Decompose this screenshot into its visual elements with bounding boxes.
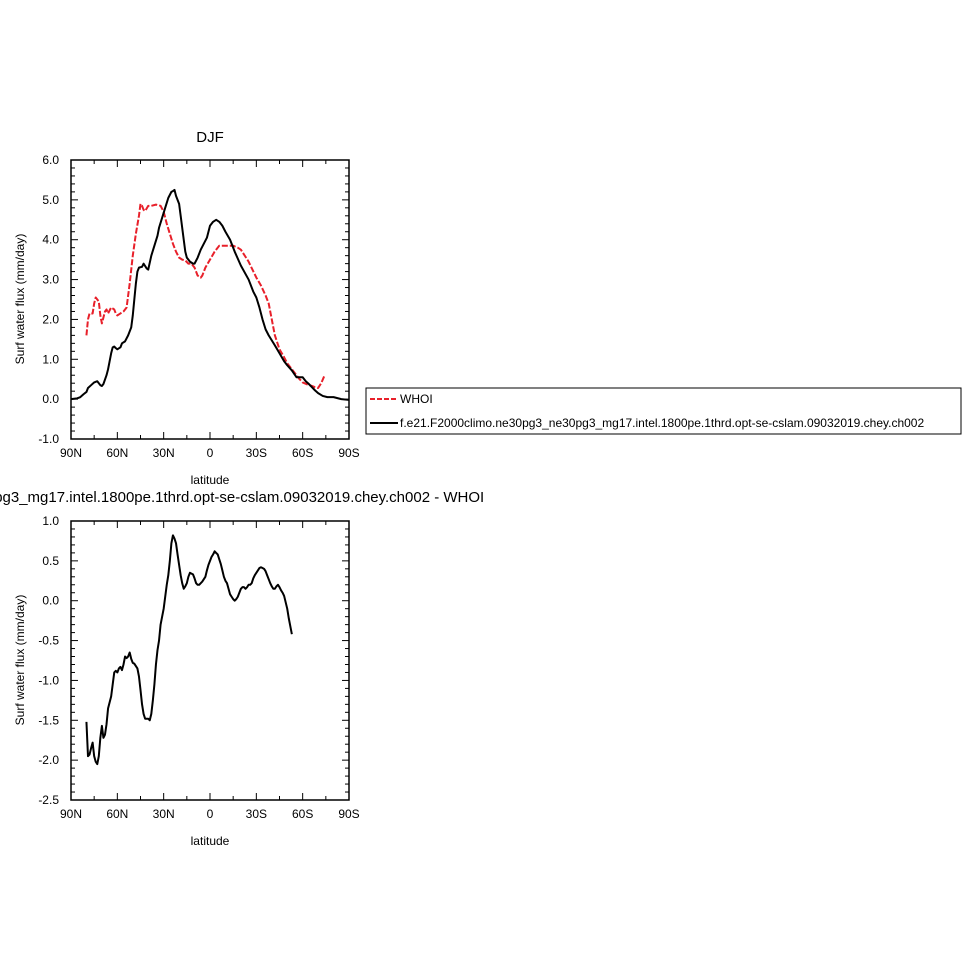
top-series-line-1	[70, 188, 350, 401]
bottom-chart: g3_ne30pg3_mg17.intel.1800pe.1thrd.opt-s…	[0, 489, 484, 848]
top-x-tick-label: 30S	[246, 446, 267, 460]
legend-label-whoi: WHOI	[400, 392, 433, 406]
top-chart-title: DJF	[196, 129, 224, 146]
bottom-x-tick-label: 30S	[246, 807, 267, 821]
top-y-tick-label: 3.0	[42, 273, 59, 287]
bottom-y-axis-title: Surf water flux (mm/day)	[13, 595, 27, 726]
top-y-tick-label: -1.0	[38, 432, 59, 446]
legend: WHOI f.e21.F2000climo.ne30pg3_ne30pg3_mg…	[365, 387, 962, 435]
top-series-line-0	[85, 202, 326, 389]
top-x-tick-label: 90N	[60, 446, 82, 460]
legend-label-model: f.e21.F2000climo.ne30pg3_ne30pg3_mg17.in…	[400, 416, 924, 430]
top-y-tick-label: 1.0	[42, 352, 59, 366]
top-y-tick-label: 0.0	[42, 392, 59, 406]
top-y-tick-label: 6.0	[42, 153, 59, 167]
bottom-y-tick-label: 0.5	[42, 554, 59, 568]
top-x-tick-label: 90S	[338, 446, 359, 460]
top-y-tick-label: 2.0	[42, 312, 59, 326]
bottom-y-tick-label: 1.0	[42, 514, 59, 528]
top-plot-area: 90N 60N 30N 0 30S 60S 90S -1.0 0.0 1.0 2.0 3.0 4.0 5.…	[38, 153, 359, 460]
bottom-y-tick-label: -1.5	[38, 713, 59, 727]
bottom-x-tick-label: 0	[207, 807, 214, 821]
bottom-x-tick-label: 60S	[292, 807, 313, 821]
bottom-plot-area: 90N 60N 30N 0 30S 60S 90S -2.5 -2.0 -1.5 -1.0 -0.5 0…	[38, 514, 359, 821]
legend-box	[365, 387, 962, 435]
bottom-x-tick-label: 60N	[106, 807, 128, 821]
bottom-chart-title: g3_ne30pg3_mg17.intel.1800pe.1thrd.opt-s…	[0, 489, 484, 506]
top-y-tick-label: 4.0	[42, 233, 59, 247]
top-x-tick-label: 60S	[292, 446, 313, 460]
bottom-y-tick-label: 0.0	[42, 594, 59, 608]
top-x-axis-title: latitude	[191, 473, 230, 487]
bottom-x-tick-label: 90S	[338, 807, 359, 821]
bottom-y-tick-label: -0.5	[38, 634, 59, 648]
top-y-tick-label: 5.0	[42, 193, 59, 207]
bottom-y-tick-label: -2.5	[38, 793, 59, 807]
top-y-axis-title: Surf water flux (mm/day)	[13, 234, 27, 365]
bottom-y-tick-label: -2.0	[38, 753, 59, 767]
top-chart: DJF 90N 60N 30N 0 30S 60S 90S -1.0 0.0 1.0 2.0 3.0 4…	[13, 129, 360, 487]
top-x-tick-label: 0	[207, 446, 214, 460]
bottom-series-line-0	[85, 534, 293, 766]
bottom-x-tick-label: 30N	[153, 807, 175, 821]
top-x-tick-label: 30N	[153, 446, 175, 460]
bottom-x-tick-label: 90N	[60, 807, 82, 821]
top-x-tick-label: 60N	[106, 446, 128, 460]
bottom-x-axis-title: latitude	[191, 834, 230, 848]
bottom-y-tick-label: -1.0	[38, 673, 59, 687]
top-plot-frame	[70, 159, 350, 440]
